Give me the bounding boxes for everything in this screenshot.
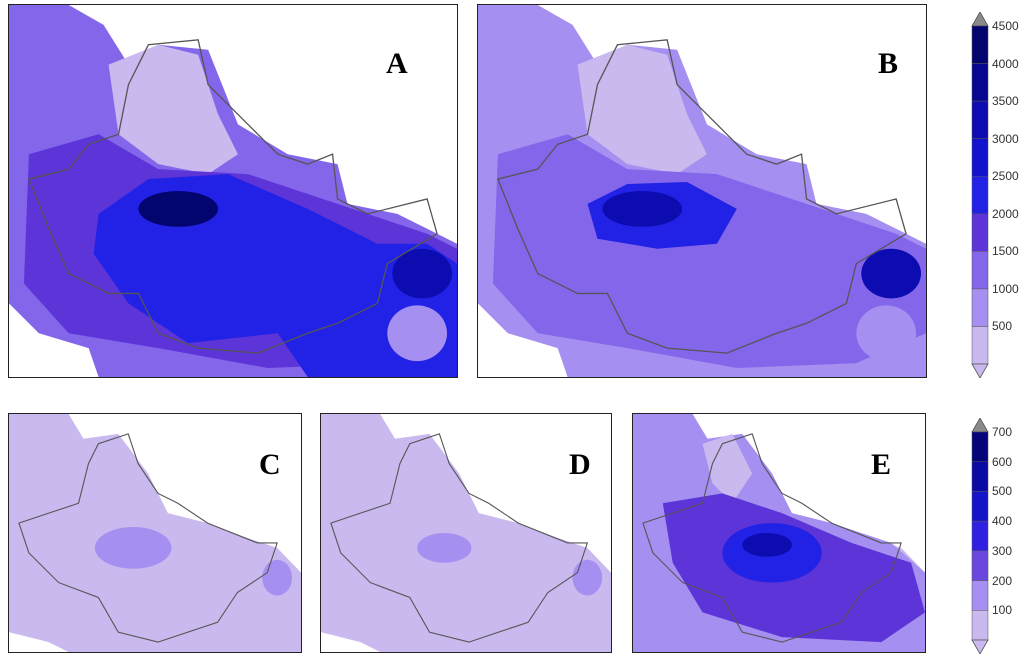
colorbar-lower [970,418,990,654]
colorbar-upper-segment [971,251,989,290]
colorbar-upper-svg [971,12,989,378]
colorbar-lower-segment [971,461,989,492]
panel-e-peak [742,533,792,557]
panel-c-boundary [18,433,278,643]
panel-label-e: E [871,448,892,481]
colorbar-upper-segment [971,25,989,64]
panel-label-a: A [386,47,408,80]
panel-c-east-patch [262,559,293,596]
panel-a-se-light [387,305,448,362]
map-panel-d: D [320,413,612,653]
map-panel-b-svg [478,5,926,377]
colorbar-lower-svg [971,418,989,654]
colorbar-lower-tick-label: 500 [992,484,1013,499]
panel-d-east-patch [572,559,603,596]
colorbar-upper-tick-label: 4000 [992,56,1019,71]
panel-b-north-light [577,44,707,175]
panel-c-core [94,527,172,569]
panel-c-void-sw [9,632,69,652]
panel-e-north-light [702,433,753,504]
colorbar-upper-tick-label: 4500 [992,19,1019,33]
colorbar-lower-cap-top [971,418,989,433]
panel-b-void-sw [478,303,568,377]
colorbar-lower-segment [971,520,989,552]
colorbar-upper-segment [971,288,989,327]
map-panel-e-svg [633,414,925,652]
colorbar-lower-tick-label: 400 [992,514,1013,529]
map-panel-a-svg [9,5,457,377]
colorbar-upper-tick-label: 2500 [992,169,1019,184]
colorbar-upper-segment [971,100,989,139]
colorbar-upper-segment [971,326,989,365]
panel-e-boundary [642,433,902,643]
colorbar-upper-segment [971,175,989,215]
map-panel-a: A [8,4,458,378]
colorbar-lower-tick-label: 200 [992,573,1013,588]
colorbar-upper-cap-top [971,12,989,27]
colorbar-lower-tick-label: 600 [992,454,1013,469]
panel-a-east-peak [392,248,453,299]
colorbar-lower-segment [971,431,989,462]
panel-label-c: C [259,448,281,481]
colorbar-lower-segment [971,491,989,522]
panel-label-b: B [878,47,899,80]
panel-d-boundary [330,433,589,643]
colorbar-lower-tick-label: 300 [992,543,1013,558]
colorbar-upper-segment [971,138,989,177]
map-panel-d-svg [321,414,611,652]
colorbar-upper-tick-label: 3000 [992,131,1019,146]
colorbar-lower-segment [971,610,989,641]
panel-d-outer-field [321,414,611,652]
panel-b-se-light [856,305,917,362]
panel-label-d: D [569,448,591,481]
panel-b-mid-band [492,134,926,369]
colorbar-upper-tick-label: 2000 [992,206,1019,221]
map-panel-c-svg [9,414,301,652]
panel-d-void-sw [321,632,381,652]
map-panel-e: E [632,413,926,653]
colorbar-lower-cap-bottom [971,639,989,654]
panel-b-boundary [497,39,907,354]
panel-b-east-peak [861,248,922,299]
panel-d-core [417,533,472,563]
colorbar-upper-tick-label: 1000 [992,281,1019,296]
colorbar-lower-segment [971,580,989,611]
map-panel-b: B [477,4,927,378]
panel-a-void-sw [9,303,99,377]
panel-a-peak [138,191,219,227]
colorbar-upper-segment [971,63,989,102]
colorbar-upper-segment [971,213,989,252]
colorbar-lower-segment [971,550,989,581]
colorbar-upper-tick-label: 1500 [992,244,1019,259]
colorbar-upper [970,12,990,378]
colorbar-upper-cap-bottom [971,363,989,378]
colorbar-lower-tick-label: 100 [992,603,1013,618]
colorbar-upper-tick-label: 500 [992,319,1013,334]
map-panel-c: C [8,413,302,653]
panel-a-boundary [28,39,438,354]
panel-b-peak [602,191,683,227]
colorbar-lower-tick-label: 700 [992,425,1013,439]
panel-a-north-light [108,44,238,175]
colorbar-upper-tick-label: 3500 [992,94,1019,109]
